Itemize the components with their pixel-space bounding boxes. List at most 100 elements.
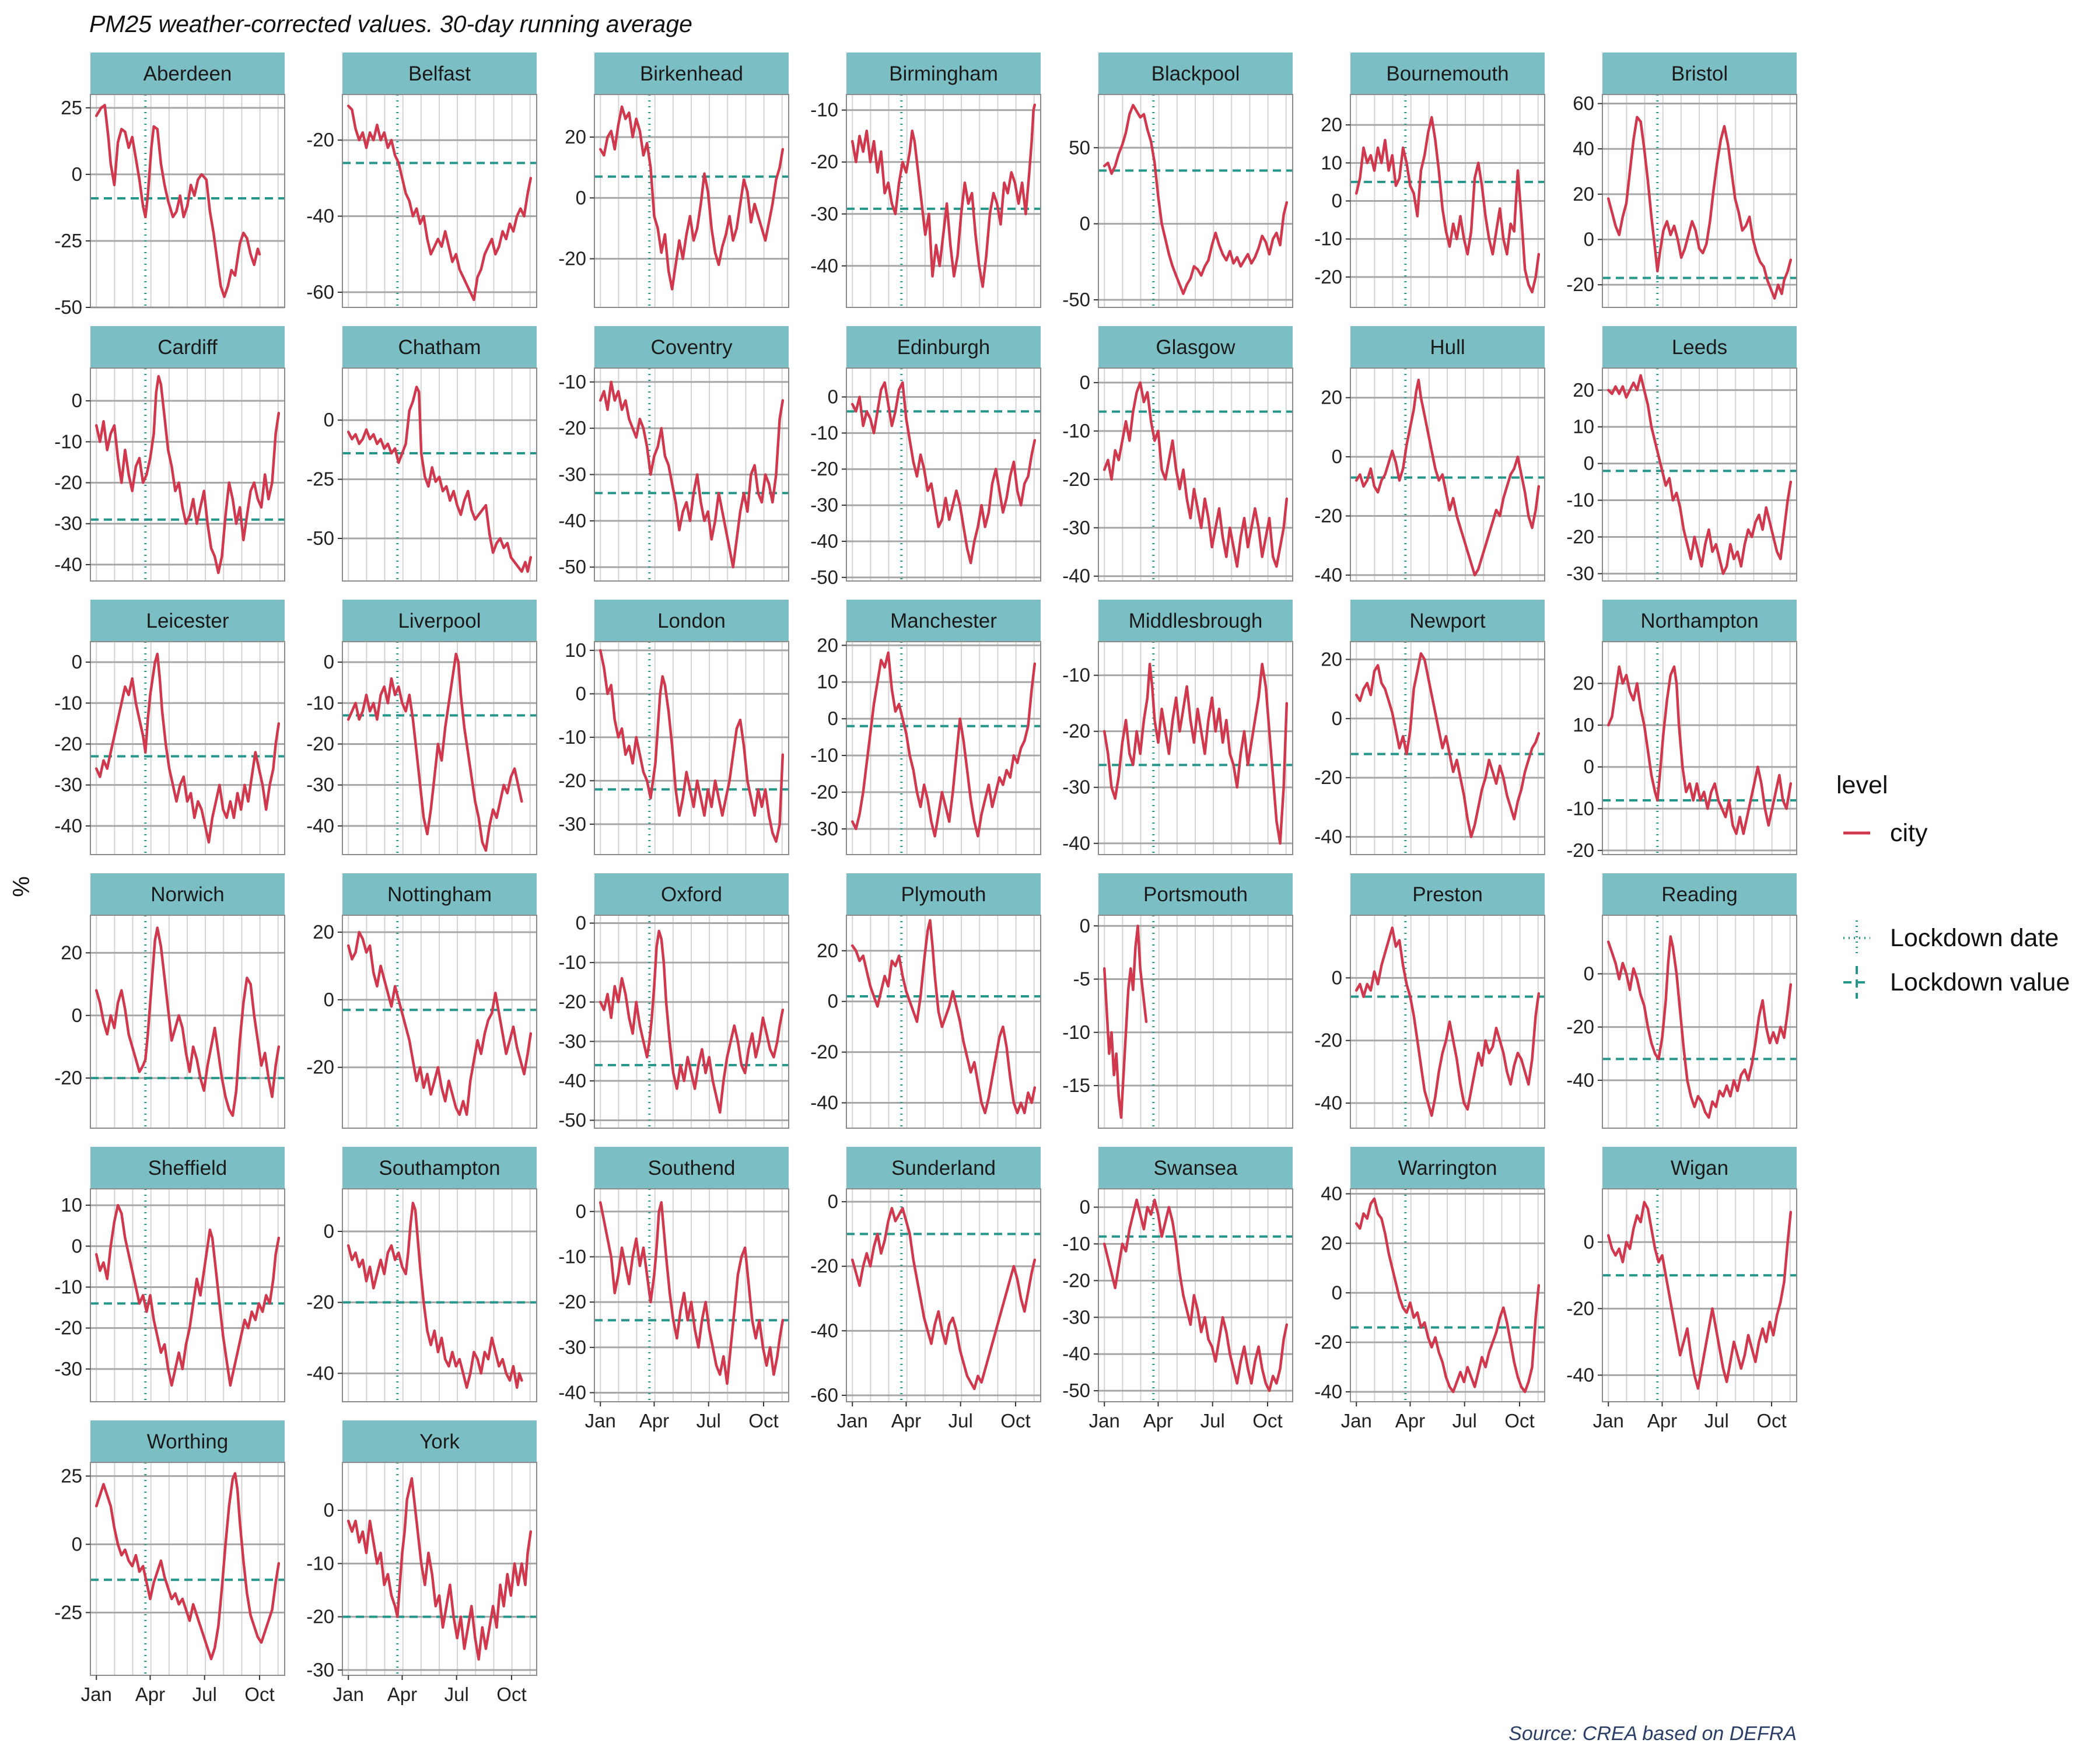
panel-border xyxy=(1602,1188,1797,1402)
x-tick-label: Jul xyxy=(949,1410,973,1432)
y-tick-label: 20 xyxy=(1573,673,1594,694)
panel-border xyxy=(594,641,789,855)
y-tick-label: -20 xyxy=(1062,468,1090,490)
y-tick-label: -20 xyxy=(1314,505,1342,526)
y-tick-label: -20 xyxy=(810,1255,838,1277)
y-tick-label: 10 xyxy=(1573,416,1594,438)
panel-strip xyxy=(1602,326,1797,368)
x-tick-label: Jul xyxy=(444,1684,469,1705)
panel-strip xyxy=(1350,52,1545,94)
y-tick-label: -20 xyxy=(1314,266,1342,288)
panel-title: Birmingham xyxy=(889,62,998,85)
x-tick-label: Oct xyxy=(1756,1410,1786,1432)
panel-london: London -30 -20 -10 0 10 xyxy=(558,600,789,855)
panel-title: Bristol xyxy=(1671,62,1728,85)
y-tick-label: -20 xyxy=(558,1291,586,1312)
y-tick-label: -20 xyxy=(54,1317,82,1339)
panel-title: Plymouth xyxy=(901,883,986,906)
y-tick-label: -40 xyxy=(54,815,82,836)
city-series-line xyxy=(598,380,785,569)
y-tick-label: -30 xyxy=(1062,1306,1090,1328)
panel-border xyxy=(1098,641,1293,855)
y-tick-label: 10 xyxy=(565,639,586,661)
y-tick-label: 0 xyxy=(324,1499,334,1521)
y-tick-label: -40 xyxy=(306,815,334,836)
y-tick-label: -30 xyxy=(558,1336,586,1358)
y-tick-label: -40 xyxy=(558,1070,586,1091)
panel-border xyxy=(1098,915,1293,1129)
y-tick-label: -20 xyxy=(810,1041,838,1063)
y-tick-label: -20 xyxy=(54,472,82,494)
panel-strip xyxy=(90,873,285,915)
y-tick-label: 0 xyxy=(1080,915,1090,936)
panel-title: Manchester xyxy=(890,610,997,632)
y-tick-label: -40 xyxy=(1314,1381,1342,1402)
panel-bournemouth: Bournemouth -20 -10 0 10 20 xyxy=(1314,52,1545,308)
y-tick-label: -40 xyxy=(810,255,838,276)
panel-title: Sunderland xyxy=(891,1157,996,1180)
panel-blackpool: Blackpool -50 0 50 xyxy=(1062,52,1293,310)
panel-title: Norwich xyxy=(150,883,224,906)
y-tick-label: -30 xyxy=(810,818,838,839)
panel-border xyxy=(846,1188,1041,1402)
x-tick-label: Apr xyxy=(1647,1410,1677,1432)
y-tick-label: -10 xyxy=(558,1245,586,1267)
panel-manchester: Manchester -30 -20 -10 0 10 20 xyxy=(810,600,1041,855)
y-tick-label: -20 xyxy=(1566,1016,1594,1038)
y-tick-label: -30 xyxy=(306,774,334,796)
y-tick-label: 0 xyxy=(1332,190,1342,212)
y-tick-label: -15 xyxy=(1062,1074,1090,1096)
y-tick-label: -10 xyxy=(54,692,82,713)
city-series-line xyxy=(94,652,281,844)
y-tick-label: -25 xyxy=(54,1601,82,1623)
y-tick-label: 10 xyxy=(1573,714,1594,736)
panel-strip xyxy=(90,600,285,642)
y-tick-label: -50 xyxy=(1062,1380,1090,1401)
y-tick-label: -40 xyxy=(1314,1092,1342,1114)
panel-sunderland: Sunderland -60 -40 -20 0 Jan Apr Jul Oct xyxy=(810,1147,1041,1432)
panel-worthing: Worthing -25 0 25 Jan Apr Jul Oct xyxy=(54,1420,285,1705)
y-tick-label: -10 xyxy=(810,99,838,121)
y-tick-label: 0 xyxy=(1584,453,1594,474)
panel-border xyxy=(594,94,789,308)
x-tick-label: Oct xyxy=(496,1684,526,1705)
city-series-line xyxy=(346,652,523,852)
x-tick-label: Jul xyxy=(1704,1410,1729,1432)
y-tick-label: -60 xyxy=(306,281,334,303)
panel-nottingham: Nottingham -20 0 20 xyxy=(306,873,537,1129)
x-tick-label: Apr xyxy=(387,1684,417,1705)
y-tick-label: -20 xyxy=(306,1606,334,1628)
panel-title: Warrington xyxy=(1398,1157,1497,1180)
panel-border xyxy=(90,1188,285,1402)
city-series-line xyxy=(94,374,281,575)
y-tick-label: -40 xyxy=(1566,1069,1594,1091)
y-tick-label: -30 xyxy=(54,1358,82,1380)
y-tick-label: 0 xyxy=(1332,446,1342,467)
x-tick-label: Oct xyxy=(1000,1410,1030,1432)
y-tick-label: -40 xyxy=(306,205,334,227)
panel-border xyxy=(1350,1188,1545,1402)
panel-title: Middlesbrough xyxy=(1129,610,1263,632)
city-series-line xyxy=(1606,1200,1793,1390)
panel-border xyxy=(90,94,285,308)
y-tick-label: 0 xyxy=(1332,1282,1342,1303)
y-tick-label: -30 xyxy=(810,203,838,225)
y-tick-label: 0 xyxy=(72,390,82,411)
panel-border xyxy=(1350,915,1545,1129)
y-tick-label: 20 xyxy=(817,940,838,961)
x-tick-label: Apr xyxy=(1143,1410,1173,1432)
panel-strip xyxy=(594,52,789,94)
x-tick-label: Oct xyxy=(1504,1410,1534,1432)
y-tick-label: -50 xyxy=(558,1109,586,1130)
panel-border xyxy=(90,368,285,582)
y-tick-label: -30 xyxy=(558,813,586,835)
y-tick-label: -30 xyxy=(54,774,82,796)
city-series-line xyxy=(94,1472,281,1661)
panel-strip xyxy=(1350,873,1545,915)
y-tick-label: -20 xyxy=(1314,1030,1342,1051)
panel-border xyxy=(342,1188,537,1402)
y-tick-label: 20 xyxy=(1321,387,1342,408)
y-tick-label: -30 xyxy=(1062,517,1090,538)
city-series-line xyxy=(1606,374,1793,575)
city-series-line xyxy=(94,1203,281,1387)
